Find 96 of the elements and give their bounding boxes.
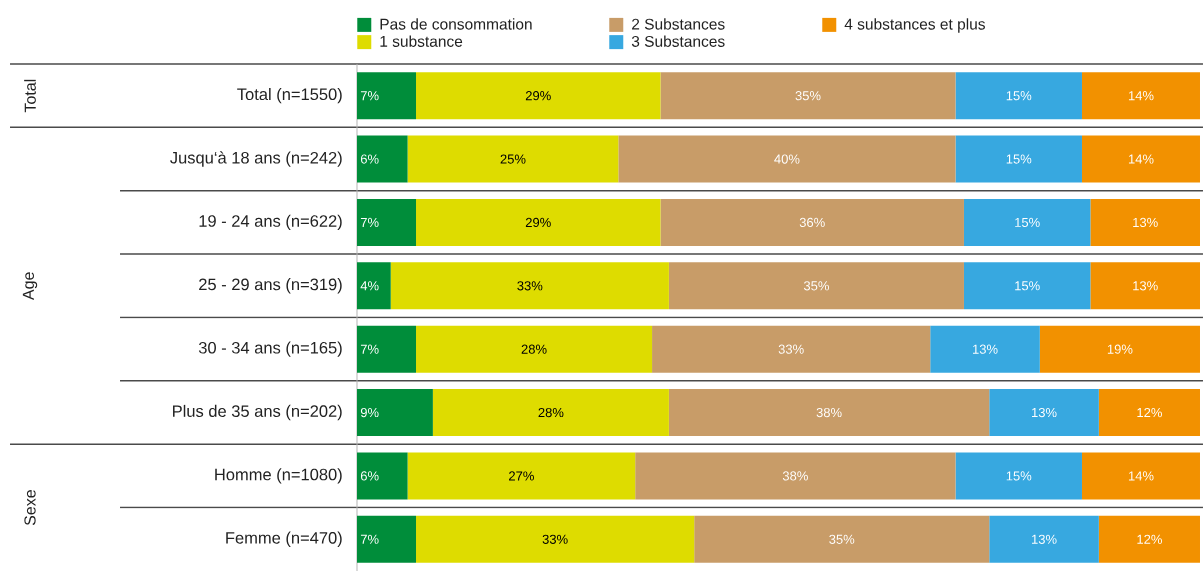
bar	[357, 515, 417, 563]
data-label: 7%	[360, 534, 379, 544]
bar	[618, 135, 956, 183]
bar	[963, 198, 1091, 246]
bar	[1039, 325, 1200, 373]
bar	[357, 135, 408, 183]
data-label: 25%	[500, 154, 526, 164]
bar	[357, 198, 417, 246]
y-tick-label: Total (n=1550)	[237, 88, 342, 104]
data-label: 14%	[1128, 154, 1154, 164]
data-label: 7%	[360, 91, 379, 101]
y-tick-label: Jusqu‘à 18 ans (n=242)	[170, 151, 342, 167]
data-label: 13%	[1133, 281, 1158, 291]
data-label: 38%	[816, 407, 842, 418]
data-label: 38%	[782, 471, 808, 481]
text: Sexe	[24, 490, 36, 526]
bar	[930, 325, 1040, 373]
data-label: 6%	[360, 471, 379, 481]
legend-label: 4 substances et plus	[844, 18, 985, 33]
bar	[357, 389, 433, 437]
data-label: 7%	[360, 344, 379, 354]
data-label: 35%	[803, 281, 829, 291]
bar	[1098, 389, 1200, 437]
y-tick-label: 30 - 34 ans (n=165)	[198, 341, 342, 357]
data-label: 13%	[1032, 407, 1057, 418]
data-label: 29%	[525, 217, 551, 228]
y-tick-label: Femme (n=470)	[226, 531, 342, 547]
bar	[416, 72, 661, 120]
bar	[668, 389, 990, 437]
bar	[416, 198, 661, 246]
data-label: 15%	[1006, 154, 1032, 164]
bar	[652, 325, 931, 373]
bar	[1090, 198, 1200, 246]
data-label: 33%	[517, 281, 543, 291]
data-label: 13%	[1133, 217, 1158, 228]
bar	[357, 72, 417, 120]
data-label: 13%	[1032, 534, 1057, 544]
bar	[955, 72, 1082, 120]
bar	[660, 72, 956, 120]
data-label: 28%	[538, 407, 564, 418]
data-label: 14%	[1128, 471, 1154, 481]
data-label: 9%	[360, 407, 379, 418]
data-label: 12%	[1137, 407, 1162, 418]
bar	[357, 262, 391, 310]
legend-label: 1 substance	[380, 35, 463, 47]
bar	[694, 515, 990, 563]
data-label: 7%	[360, 217, 379, 227]
data-label: 15%	[1006, 91, 1032, 101]
y-tick-label: Plus de 35 ans (n=202)	[173, 404, 342, 421]
bar	[1081, 72, 1200, 120]
data-label: 12%	[1137, 534, 1162, 544]
data-label: 35%	[795, 91, 821, 101]
data-label: 35%	[829, 534, 855, 544]
text: Age	[22, 272, 38, 301]
data-label: 15%	[1015, 217, 1040, 227]
bar	[668, 262, 964, 310]
bar	[1098, 515, 1200, 563]
bar	[407, 135, 619, 183]
data-label: 4%	[360, 281, 379, 291]
legend-label: 3 Substances	[631, 35, 725, 47]
legend-label: 2 Substances	[632, 18, 725, 30]
bar	[989, 389, 1099, 437]
bar	[1090, 262, 1200, 310]
data-label: 6%	[360, 154, 379, 164]
data-label: 14%	[1128, 91, 1154, 101]
data-label: 33%	[778, 344, 804, 354]
bar	[963, 262, 1091, 310]
bar	[390, 262, 669, 310]
y-tick-label: 25 - 29 ans (n=319)	[199, 278, 342, 294]
data-label: 33%	[542, 534, 568, 544]
bar	[989, 515, 1099, 563]
y-tick-label: 19 - 24 ans (n=622)	[199, 214, 342, 231]
bar	[416, 325, 653, 373]
bar	[357, 325, 417, 373]
data-label: 36%	[799, 217, 825, 228]
data-label: 40%	[774, 154, 800, 164]
data-label: 13%	[973, 344, 998, 354]
bar	[1081, 452, 1200, 500]
bar	[1081, 135, 1200, 183]
bar	[357, 452, 408, 500]
text: Total	[24, 79, 36, 113]
bar	[955, 135, 1082, 183]
bar	[416, 515, 695, 563]
data-label: 15%	[1015, 281, 1040, 291]
data-label: 19%	[1107, 344, 1133, 354]
bar	[660, 198, 964, 246]
legend-label: Pas de consommation	[380, 18, 532, 30]
data-label: 29%	[525, 91, 551, 101]
bar	[635, 452, 956, 500]
data-label: 27%	[509, 471, 534, 481]
data-label: 28%	[521, 344, 547, 354]
bar	[955, 452, 1082, 500]
y-tick-label: Homme (n=1080)	[215, 468, 342, 484]
bar	[432, 389, 669, 437]
data-label: 15%	[1006, 471, 1032, 481]
bar	[407, 452, 636, 500]
